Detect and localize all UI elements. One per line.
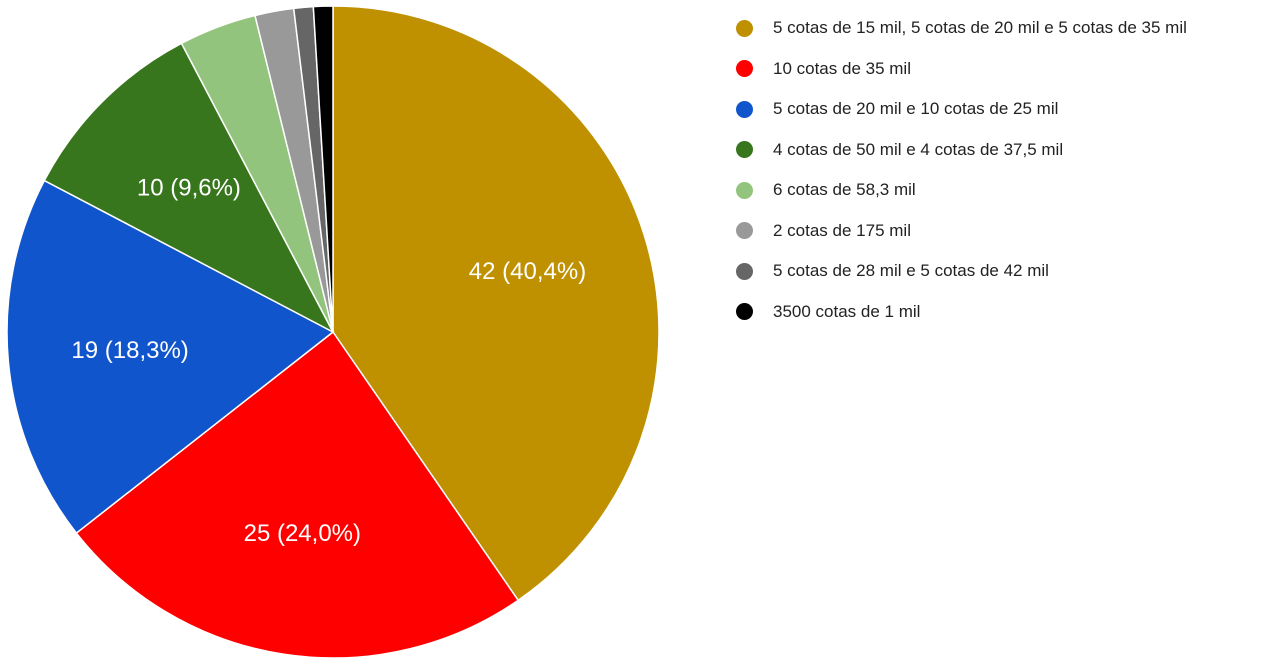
legend-label-4: 6 cotas de 58,3 mil: [773, 180, 916, 200]
legend-swatch-6: [736, 262, 753, 280]
legend-item-6: 5 cotas de 28 mil e 5 cotas de 42 mil: [736, 251, 1187, 292]
legend-label-5: 2 cotas de 175 mil: [773, 220, 911, 240]
legend-label-6: 5 cotas de 28 mil e 5 cotas de 42 mil: [773, 261, 1049, 281]
legend-item-4: 6 cotas de 58,3 mil: [736, 170, 1187, 211]
legend-label-3: 4 cotas de 50 mil e 4 cotas de 37,5 mil: [773, 139, 1064, 159]
legend-swatch-3: [736, 141, 753, 159]
slice-data-label-3: 10 (9,6%): [137, 174, 241, 201]
legend-swatch-1: [736, 60, 753, 78]
pie-slice-3: [43, 42, 335, 334]
slice-data-label-2: 19 (18,3%): [71, 337, 188, 364]
legend-item-3: 4 cotas de 50 mil e 4 cotas de 37,5 mil: [736, 130, 1187, 171]
legend-label-1: 10 cotas de 35 mil: [773, 58, 911, 78]
chart-legend: 5 cotas de 15 mil, 5 cotas de 20 mil e 5…: [736, 8, 1187, 332]
legend-swatch-7: [736, 303, 753, 321]
legend-item-7: 3500 cotas de 1 mil: [736, 292, 1187, 333]
pie-slices: [6, 5, 660, 659]
pie-slice-1: [75, 330, 520, 659]
legend-item-2: 5 cotas de 20 mil e 10 cotas de 25 mil: [736, 89, 1187, 130]
legend-item-5: 2 cotas de 175 mil: [736, 211, 1187, 252]
legend-swatch-4: [736, 181, 753, 199]
pie-slice-7: [312, 5, 334, 333]
slice-data-label-0: 42 (40,4%): [469, 258, 586, 285]
legend-label-2: 5 cotas de 20 mil e 10 cotas de 25 mil: [773, 99, 1059, 119]
legend-swatch-0: [736, 19, 753, 37]
pie-slice-2: [6, 179, 335, 535]
legend-item-0: 5 cotas de 15 mil, 5 cotas de 20 mil e 5…: [736, 8, 1187, 49]
legend-swatch-2: [736, 100, 753, 118]
legend-item-1: 10 cotas de 35 mil: [736, 49, 1187, 90]
legend-label-7: 3500 cotas de 1 mil: [773, 301, 921, 321]
pie-chart: 42 (40,4%) 25 (24,0%) 19 (18,3%) 10 (9,6%): [6, 5, 660, 659]
legend-swatch-5: [736, 222, 753, 240]
pie-slice-0: [332, 5, 660, 602]
pie-slice-labels: 42 (40,4%) 25 (24,0%) 19 (18,3%) 10 (9,6%): [71, 174, 586, 547]
slice-data-label-1: 25 (24,0%): [244, 520, 361, 547]
legend-label-0: 5 cotas de 15 mil, 5 cotas de 20 mil e 5…: [773, 18, 1187, 38]
